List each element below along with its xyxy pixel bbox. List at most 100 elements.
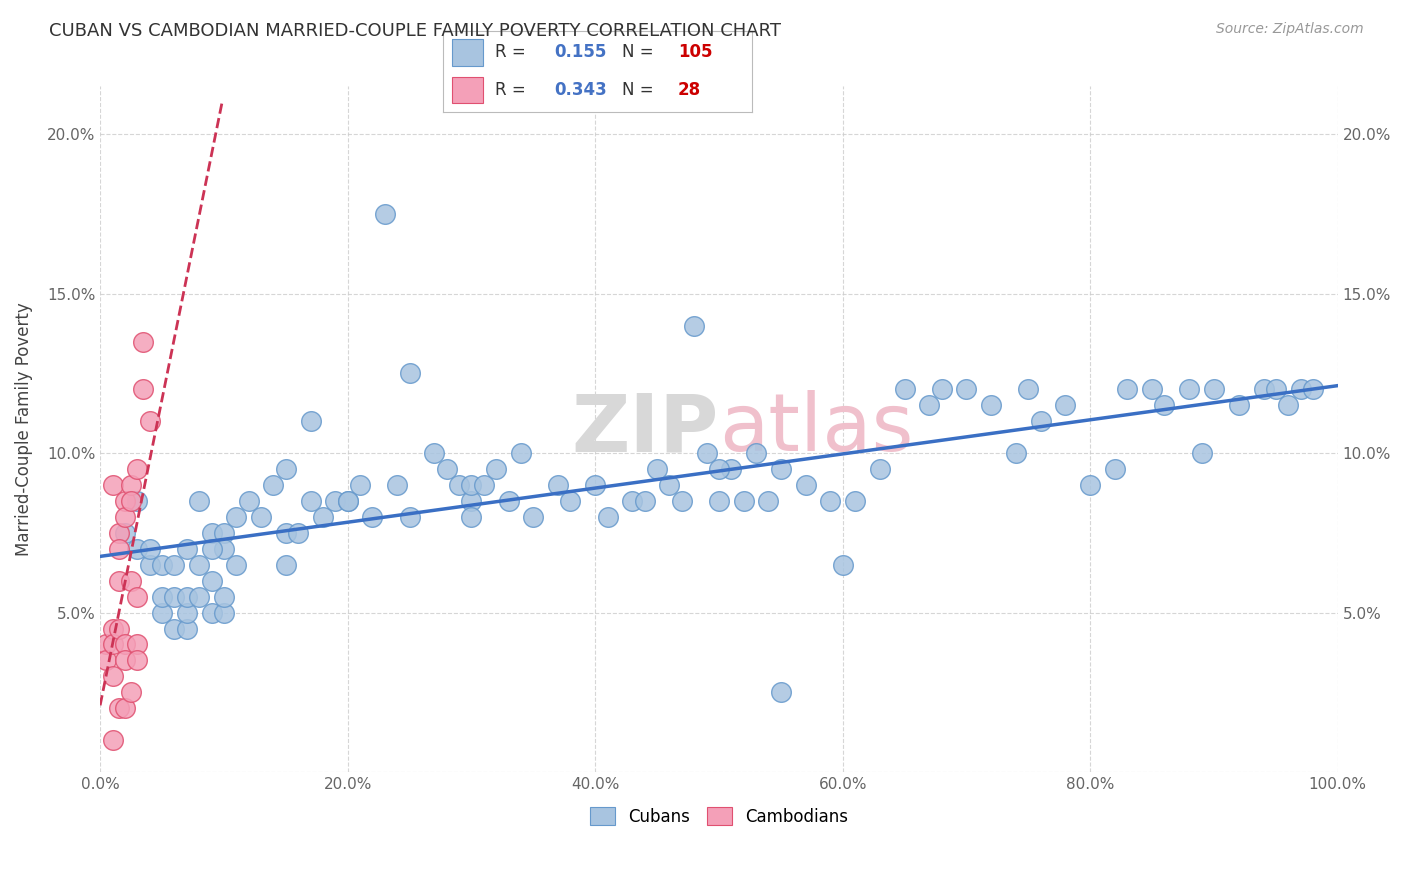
Text: atlas: atlas — [718, 390, 914, 468]
Point — [114, 494, 136, 508]
Point — [101, 638, 124, 652]
Point — [176, 622, 198, 636]
Point — [176, 590, 198, 604]
Point — [869, 462, 891, 476]
Legend: Cubans, Cambodians: Cubans, Cambodians — [583, 801, 855, 832]
Point — [127, 541, 149, 556]
Point — [107, 541, 129, 556]
Point — [1017, 382, 1039, 396]
Point — [460, 509, 482, 524]
Point — [176, 606, 198, 620]
Point — [163, 558, 186, 572]
Point — [101, 669, 124, 683]
Point — [758, 494, 780, 508]
Point — [299, 494, 322, 508]
Point — [634, 494, 657, 508]
Point — [212, 590, 235, 604]
Point — [1104, 462, 1126, 476]
Point — [114, 525, 136, 540]
Text: Source: ZipAtlas.com: Source: ZipAtlas.com — [1216, 22, 1364, 37]
Point — [1005, 446, 1028, 460]
Point — [1054, 398, 1077, 412]
Point — [163, 622, 186, 636]
Point — [238, 494, 260, 508]
Point — [200, 606, 222, 620]
Text: R =: R = — [495, 44, 531, 62]
Point — [250, 509, 273, 524]
Point — [1302, 382, 1324, 396]
Point — [107, 622, 129, 636]
Point — [132, 382, 155, 396]
Point — [745, 446, 768, 460]
Point — [645, 462, 668, 476]
Point — [349, 478, 371, 492]
Point — [138, 414, 160, 428]
Point — [101, 733, 124, 747]
Point — [671, 494, 693, 508]
Point — [96, 638, 118, 652]
Point — [120, 478, 142, 492]
Point — [323, 494, 346, 508]
Point — [522, 509, 544, 524]
Point — [560, 494, 582, 508]
Point — [138, 558, 160, 572]
Point — [918, 398, 941, 412]
Point — [107, 574, 129, 588]
Point — [312, 509, 335, 524]
Point — [683, 318, 706, 333]
Point — [893, 382, 915, 396]
Point — [188, 558, 211, 572]
Point — [212, 525, 235, 540]
Point — [472, 478, 495, 492]
Point — [498, 494, 520, 508]
Point — [150, 558, 173, 572]
Point — [955, 382, 977, 396]
Point — [127, 462, 149, 476]
Point — [398, 367, 420, 381]
Point — [596, 509, 619, 524]
Text: 0.155: 0.155 — [554, 44, 606, 62]
Point — [225, 558, 247, 572]
Point — [287, 525, 309, 540]
Text: N =: N = — [623, 81, 659, 99]
Point — [114, 509, 136, 524]
Point — [1078, 478, 1101, 492]
Point — [1191, 446, 1213, 460]
Text: CUBAN VS CAMBODIAN MARRIED-COUPLE FAMILY POVERTY CORRELATION CHART: CUBAN VS CAMBODIAN MARRIED-COUPLE FAMILY… — [49, 22, 782, 40]
Point — [212, 606, 235, 620]
Point — [176, 541, 198, 556]
Point — [707, 462, 730, 476]
Point — [844, 494, 866, 508]
Point — [188, 590, 211, 604]
Point — [1153, 398, 1175, 412]
Point — [385, 478, 408, 492]
Point — [1178, 382, 1201, 396]
Point — [114, 701, 136, 715]
Y-axis label: Married-Couple Family Poverty: Married-Couple Family Poverty — [15, 302, 32, 556]
Point — [127, 494, 149, 508]
Point — [120, 685, 142, 699]
Point — [299, 414, 322, 428]
Point — [1140, 382, 1163, 396]
Point — [225, 509, 247, 524]
Point — [621, 494, 644, 508]
Point — [658, 478, 681, 492]
Point — [820, 494, 842, 508]
Point — [336, 494, 359, 508]
Point — [127, 638, 149, 652]
Point — [361, 509, 384, 524]
Point — [485, 462, 508, 476]
Point — [200, 574, 222, 588]
Point — [107, 701, 129, 715]
Bar — [453, 77, 484, 103]
Point — [980, 398, 1002, 412]
Point — [188, 494, 211, 508]
Point — [509, 446, 531, 460]
Text: ZIP: ZIP — [572, 390, 718, 468]
Point — [447, 478, 470, 492]
Point — [127, 653, 149, 667]
Point — [1029, 414, 1052, 428]
Point — [274, 558, 297, 572]
Point — [200, 541, 222, 556]
Point — [1289, 382, 1312, 396]
